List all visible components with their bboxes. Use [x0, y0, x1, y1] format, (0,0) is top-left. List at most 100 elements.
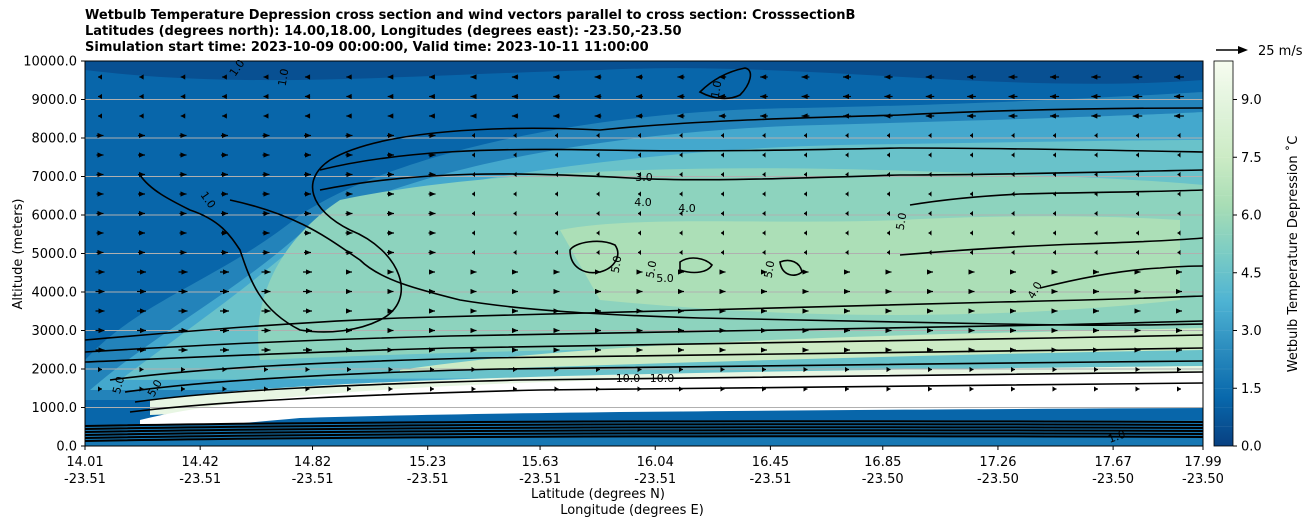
wind-vector-head [636, 327, 643, 334]
x-tick-label-lat: 17.67 [1095, 455, 1132, 470]
wind-vector-head [1010, 347, 1016, 353]
wind-vector-head [638, 132, 641, 139]
wind-vector-head [638, 210, 641, 217]
wind-vector-head [845, 210, 849, 217]
wind-vector-head [264, 327, 271, 334]
wind-vector-head [1053, 249, 1056, 256]
wind-vector-head [555, 132, 558, 139]
wind-vector-head [1008, 113, 1015, 119]
wind-vector-head [472, 249, 475, 256]
wind-vector-head [928, 386, 932, 392]
wind-vector-head [1094, 366, 1098, 373]
field-band [560, 216, 1180, 315]
y-tick-label: 8000.0 [32, 132, 78, 147]
wind-vector-head [967, 74, 974, 80]
wind-vector-head [887, 230, 890, 236]
wind-vector-head [970, 230, 973, 236]
wind-vector-head [430, 366, 434, 373]
wind-vector-head [970, 171, 973, 178]
wind-vector-head [98, 74, 102, 80]
wind-vector-head [512, 327, 518, 334]
wind-vector-head [1136, 171, 1139, 178]
wind-vector-head [180, 93, 186, 100]
wind-vector-head [802, 347, 809, 353]
y-tick-label: 0.0 [56, 440, 77, 455]
wind-vector-head [1049, 74, 1056, 80]
wind-vector-head [553, 74, 560, 80]
wind-vector-head [263, 191, 270, 197]
wind-vector-head [263, 171, 270, 178]
wind-vector-head [1134, 347, 1141, 353]
wind-vector-head [885, 308, 892, 314]
wind-vector-head [264, 366, 268, 373]
wind-vector-head [885, 288, 892, 295]
wind-vector-head [97, 171, 104, 178]
contour-line [569, 240, 619, 274]
wind-vector-head [139, 171, 145, 178]
wind-vector-head [762, 230, 766, 236]
wind-vector-head [845, 191, 849, 197]
wind-vector-head [928, 366, 932, 373]
wind-vector-head [845, 230, 849, 236]
wind-vector-head [638, 191, 641, 197]
x-tick-label-lon: -23.50 [1182, 472, 1224, 487]
wind-vector-head [97, 249, 104, 256]
wind-vector-head [968, 347, 975, 353]
wind-vector-head [140, 288, 146, 295]
wind-vector-head [429, 249, 436, 256]
contour-line [909, 189, 1203, 206]
wind-vector-head [470, 347, 477, 353]
colorbar-tick-label: 6.0 [1241, 209, 1262, 224]
contour-label: 10.0 [650, 372, 675, 385]
wind-vector-head [223, 327, 229, 334]
wind-vector-head [1011, 132, 1015, 139]
wind-vector-head [1135, 386, 1140, 392]
wind-vector-head [1008, 74, 1015, 80]
wind-vector-head [636, 269, 643, 275]
contour-line-surface [85, 429, 1203, 436]
wind-vector-head [967, 113, 974, 119]
wind-vector-head [1136, 230, 1139, 236]
wind-vector-head [802, 327, 809, 334]
wind-vector-head [1134, 308, 1141, 314]
wind-vector-head [845, 132, 849, 139]
wind-vector-head [595, 327, 601, 334]
wind-vector-head [679, 230, 683, 236]
wind-vector-head [346, 249, 353, 256]
wind-vector-head [804, 152, 807, 158]
wind-vector-head [928, 191, 932, 197]
x-tick-label-lat: 14.01 [66, 455, 103, 470]
wind-vector-head [1049, 113, 1056, 119]
wind-vector-head [803, 366, 808, 373]
wind-vector-head [718, 74, 725, 80]
wind-vector-head [472, 171, 475, 178]
wind-vector-head [884, 74, 891, 80]
wind-vector-head [555, 230, 558, 236]
wind-vector-head [760, 113, 767, 119]
wind-vector-head [346, 269, 352, 275]
wind-vector-head [1053, 210, 1056, 217]
wind-vector-head [180, 113, 186, 119]
colorbar-bands [1214, 79, 1233, 428]
wind-vector-head [180, 74, 186, 80]
x-tick-label-lat: 15.23 [409, 455, 446, 470]
wind-vector-head [760, 74, 767, 80]
wind-vector-head [721, 171, 724, 178]
wind-vector-head [181, 347, 188, 353]
wind-vector-head [1093, 347, 1099, 353]
wind-vector-head [98, 288, 105, 295]
wind-vector-head [263, 113, 269, 119]
wind-vector-head [553, 288, 560, 295]
wind-vector-head [1176, 288, 1182, 295]
wind-vector-head [98, 113, 102, 119]
wind-vector-head [181, 269, 188, 275]
wind-vector-head [721, 152, 724, 158]
wind-vector-head [844, 347, 850, 353]
wind-vector-head [1177, 152, 1181, 158]
wind-vector-head [968, 269, 975, 275]
wind-vector-head [1011, 366, 1015, 373]
wind-vector-head [1132, 93, 1139, 100]
wind-vector-head [555, 171, 558, 178]
wind-vector-head [387, 288, 394, 295]
wind-vector-head [596, 132, 600, 139]
